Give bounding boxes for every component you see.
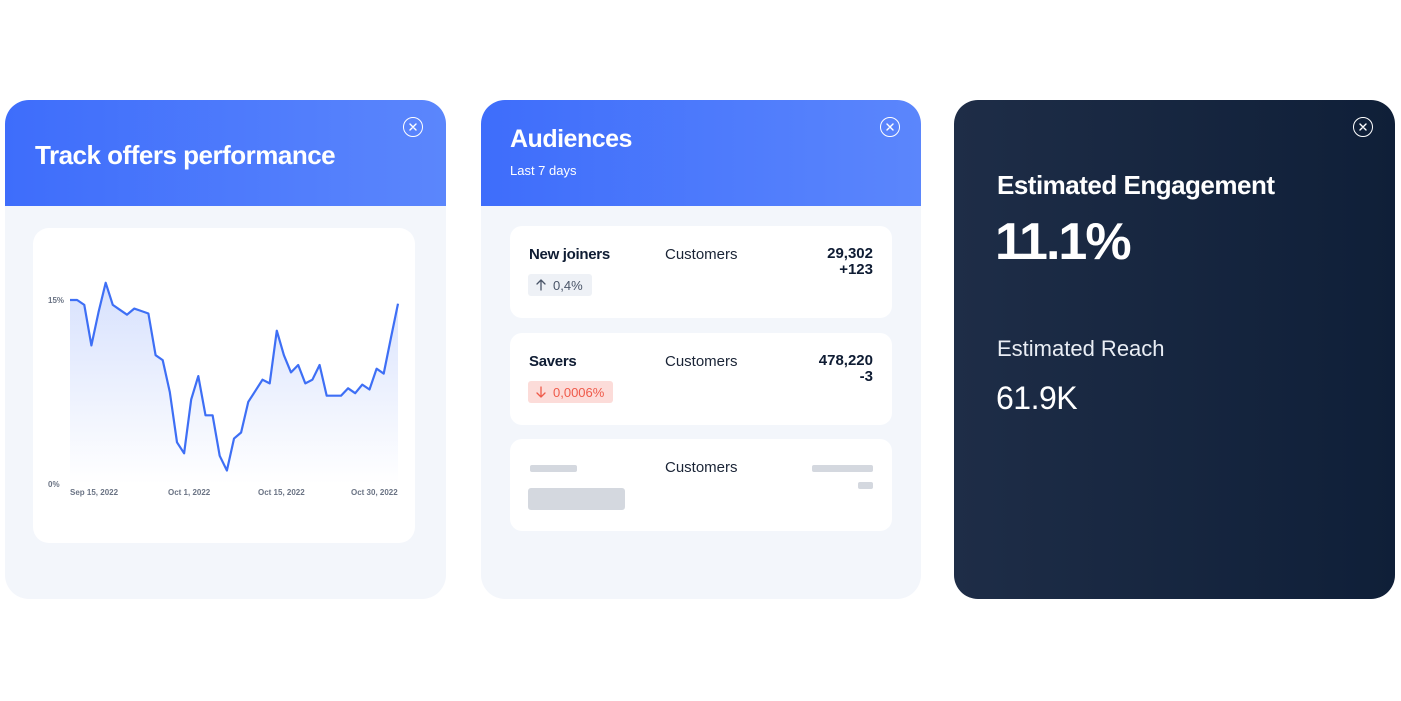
x-tick-label: Oct 15, 2022 [258, 488, 305, 497]
track-offers-card: Track offers performance 15% 0% Sep 15, … [5, 100, 446, 599]
audience-values: 29,302 +123 [827, 246, 873, 278]
placeholder-bar [530, 465, 577, 472]
track-offers-title: Track offers performance [35, 140, 336, 170]
audience-count: 29,302 [827, 245, 873, 262]
change-value: 0,4% [553, 277, 583, 293]
close-button[interactable] [880, 117, 900, 137]
audiences-subtitle: Last 7 days [510, 163, 577, 178]
close-icon [1359, 123, 1367, 131]
audience-delta: +123 [839, 261, 873, 278]
arrow-down-icon [536, 386, 546, 398]
change-badge-up: 0,4% [528, 274, 592, 296]
x-tick-label: Sep 15, 2022 [70, 488, 119, 497]
audience-row-savers[interactable]: Savers Customers 478,220 -3 0,0006% [510, 333, 892, 425]
change-value: 0,0006% [553, 384, 605, 400]
close-icon [409, 123, 417, 131]
close-button[interactable] [1353, 117, 1373, 137]
audience-row-placeholder[interactable]: Customers [510, 439, 892, 531]
change-badge-down: 0,0006% [528, 381, 614, 403]
y-tick-label: 15% [48, 296, 64, 305]
chart-area [70, 282, 398, 484]
audience-delta: -3 [859, 368, 873, 385]
chart-svg: 15% 0% Sep 15, 2022 Oct 1, 2022 Oct 15, … [48, 281, 400, 497]
y-tick-label: 0% [48, 480, 60, 489]
engagement-card: Estimated Engagement 11.1% Estimated Rea… [954, 100, 1395, 599]
audience-values: 478,220 -3 [819, 353, 873, 385]
close-button[interactable] [403, 117, 423, 137]
card-header: Audiences Last 7 days [481, 100, 921, 206]
x-tick-label: Oct 30, 2022 [351, 488, 398, 497]
chart-line [70, 281, 400, 472]
audience-segment: Customers [665, 353, 738, 370]
performance-chart: 15% 0% Sep 15, 2022 Oct 1, 2022 Oct 15, … [33, 228, 415, 543]
audience-segment: Customers [665, 246, 738, 263]
audience-name: New joiners [529, 246, 610, 263]
x-tick-label: Oct 1, 2022 [168, 488, 211, 497]
close-icon [886, 123, 894, 131]
audience-count: 478,220 [818, 352, 873, 369]
card-header: Track offers performance [5, 100, 446, 206]
audiences-title: Audiences [510, 125, 632, 153]
engagement-title: Estimated Engagement [997, 170, 1275, 200]
placeholder-badge [528, 488, 625, 510]
arrow-up-icon [536, 279, 546, 291]
placeholder-bar [812, 465, 873, 472]
placeholder-bar [858, 482, 873, 489]
audience-segment: Customers [665, 459, 738, 476]
engagement-value: 11.1% [995, 213, 1132, 271]
reach-label: Estimated Reach [997, 336, 1165, 361]
reach-value: 61.9K [996, 380, 1078, 416]
audience-row-new-joiners[interactable]: New joiners Customers 29,302 +123 0,4% [510, 226, 892, 318]
audience-name: Savers [529, 353, 577, 370]
audiences-card: Audiences Last 7 days New joiners Custom… [481, 100, 921, 599]
